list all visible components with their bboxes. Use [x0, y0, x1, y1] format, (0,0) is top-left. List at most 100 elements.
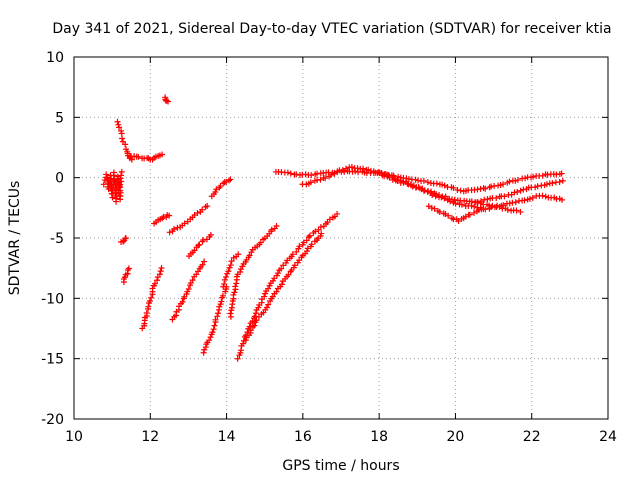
data-point — [117, 181, 124, 188]
data-point — [118, 168, 125, 175]
series-arc-11.3h — [120, 265, 132, 286]
series-arc-12.5h — [166, 203, 211, 236]
data-point — [159, 151, 166, 158]
data-point — [212, 189, 219, 196]
data-point — [195, 242, 202, 249]
data-point — [210, 326, 217, 333]
x-tick-label: 16 — [294, 429, 312, 445]
data-point — [214, 313, 221, 320]
data-point — [438, 194, 445, 201]
data-point — [211, 322, 218, 329]
data-point — [500, 181, 507, 188]
data-point — [100, 181, 107, 188]
data-point — [194, 210, 201, 217]
data-point — [413, 184, 420, 191]
data-point — [559, 177, 566, 184]
data-point — [289, 251, 296, 258]
data-point — [225, 268, 232, 275]
data-point — [284, 169, 291, 176]
data-point — [375, 169, 382, 176]
data-point — [542, 193, 549, 200]
data-point — [539, 192, 546, 199]
data-point — [227, 310, 234, 317]
data-point — [395, 173, 402, 180]
data-point — [429, 192, 436, 199]
data-point — [420, 187, 427, 194]
data-point — [232, 283, 239, 290]
data-point — [199, 261, 206, 268]
data-point — [305, 234, 312, 241]
data-point — [425, 203, 432, 210]
axis-ticks: 10 12 14 16 18 20 22 24 -20 -15 -10 -5 0 5 10 — [41, 50, 617, 445]
data-point — [159, 215, 166, 222]
y-tick-label: -20 — [41, 412, 64, 428]
data-point — [386, 172, 393, 179]
data-point — [447, 198, 454, 205]
data-point — [331, 170, 338, 177]
data-point — [501, 193, 508, 200]
series-arc-11.8h — [139, 265, 165, 332]
data-point — [222, 273, 229, 280]
data-point — [471, 203, 478, 210]
data-point — [470, 209, 477, 216]
series-arc-14.1h — [227, 223, 280, 320]
data-point — [317, 176, 324, 183]
data-point — [151, 280, 158, 287]
data-point — [163, 97, 170, 104]
data-point — [530, 173, 537, 180]
data-point — [179, 298, 186, 305]
data-point — [233, 280, 240, 287]
data-point — [222, 288, 229, 295]
data-point — [251, 322, 258, 329]
data-point — [307, 179, 314, 186]
data-point — [234, 355, 241, 362]
data-point — [217, 183, 224, 190]
data-point — [308, 172, 315, 179]
data-point — [201, 258, 208, 265]
data-point — [433, 180, 440, 187]
data-point — [273, 223, 280, 230]
series-arc-13.6h — [208, 176, 234, 200]
data-point — [317, 224, 324, 231]
data-point — [474, 199, 481, 206]
data-point — [504, 206, 511, 213]
data-point — [424, 188, 431, 195]
data-point — [120, 238, 127, 245]
data-point — [370, 168, 377, 175]
data-point — [196, 241, 203, 248]
data-point — [148, 294, 155, 301]
data-point — [521, 197, 528, 204]
data-point — [226, 177, 233, 184]
y-axis-label: SDTVAR / TECUs — [7, 181, 23, 296]
data-point — [514, 177, 521, 184]
series-day-arc-2 — [299, 164, 566, 206]
data-point — [204, 203, 211, 210]
data-point — [263, 304, 270, 311]
data-point — [125, 265, 132, 272]
data-point — [512, 177, 519, 184]
data-point — [549, 180, 556, 187]
data-point — [109, 194, 116, 201]
data-point — [478, 206, 485, 213]
data-point — [500, 202, 507, 209]
data-point — [306, 232, 313, 239]
x-tick-label: 24 — [599, 429, 617, 445]
data-point — [274, 270, 281, 277]
data-point — [445, 212, 452, 219]
data-point — [424, 179, 431, 186]
data-point — [544, 171, 551, 178]
data-point — [334, 210, 341, 217]
x-tick-label: 14 — [218, 429, 236, 445]
series-arc-13.0h — [186, 231, 214, 260]
data-point — [166, 212, 173, 219]
data-point — [212, 316, 219, 323]
x-tick-label: 18 — [370, 429, 388, 445]
data-point — [534, 183, 541, 190]
data-point — [244, 329, 251, 336]
y-tick-label: 10 — [46, 50, 64, 66]
data-point — [154, 277, 161, 284]
series-cluster-12.4h — [162, 94, 172, 105]
series-arc-11.2h — [114, 118, 135, 163]
data-point — [227, 262, 234, 269]
data-point — [391, 175, 398, 182]
